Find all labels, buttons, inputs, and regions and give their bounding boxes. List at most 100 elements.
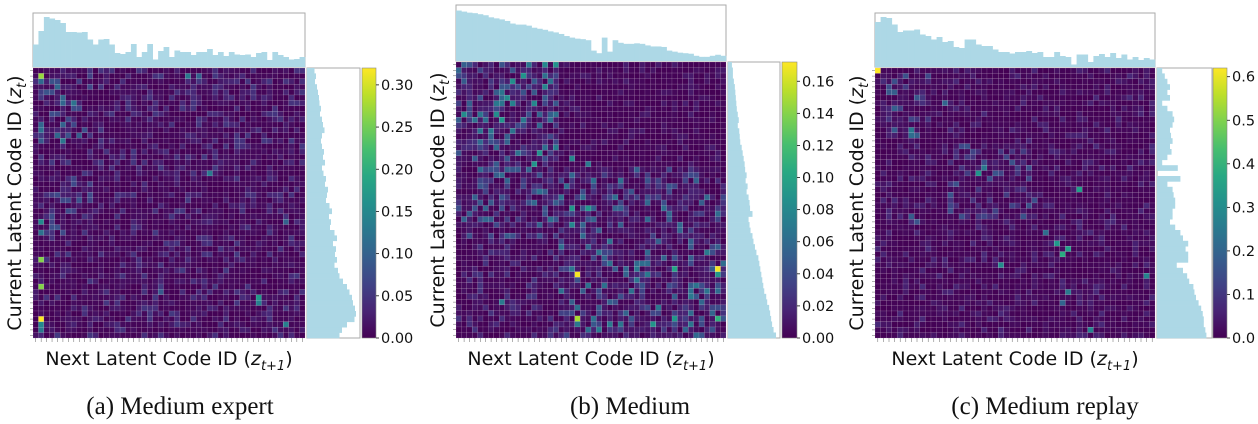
heatmap-cell xyxy=(283,229,289,236)
heatmap-cell xyxy=(54,94,61,101)
heatmap-cell xyxy=(477,254,484,261)
heatmap-cell xyxy=(293,121,300,128)
heatmap-cell xyxy=(623,210,630,217)
heatmap-cell xyxy=(114,94,121,101)
heatmap-cell xyxy=(195,191,202,198)
heatmap-cell xyxy=(239,94,246,101)
heatmap-cell xyxy=(526,161,532,168)
heatmap-cell xyxy=(43,186,50,193)
heatmap-cell xyxy=(542,83,549,90)
heatmap-cell xyxy=(76,278,83,285)
heatmap-cell xyxy=(455,83,462,90)
heatmap-cell xyxy=(698,155,705,162)
heatmap-cell xyxy=(671,221,678,228)
heatmap-cell xyxy=(580,166,586,173)
heatmap-cell xyxy=(293,105,300,112)
heatmap-cell xyxy=(168,294,175,301)
heatmap-cell xyxy=(70,154,77,161)
heatmap-cell xyxy=(531,100,538,107)
heatmap-cell xyxy=(228,273,235,279)
heatmap-cell xyxy=(54,137,61,144)
heatmap-cell xyxy=(720,277,727,284)
heatmap-cell xyxy=(688,188,694,195)
heatmap-cell xyxy=(682,144,689,151)
heatmap-cell xyxy=(223,251,230,258)
heatmap-cell xyxy=(671,78,678,85)
heatmap-cell xyxy=(628,72,635,79)
heatmap-cell xyxy=(228,202,235,209)
heatmap-cell xyxy=(661,150,667,157)
heatmap-cell xyxy=(655,183,662,190)
heatmap-cell xyxy=(217,121,224,128)
heatmap-cell xyxy=(623,100,630,107)
heatmap-cell xyxy=(43,181,50,188)
heatmap-cell xyxy=(49,218,56,225)
heatmap-cell xyxy=(228,294,235,301)
heatmap-cell xyxy=(482,282,489,289)
heatmap-cell xyxy=(536,221,543,228)
heatmap-cell xyxy=(92,175,99,182)
heatmap-cell xyxy=(136,148,143,155)
heatmap-cell xyxy=(87,78,94,85)
heatmap-cell xyxy=(76,181,83,188)
heatmap-cell xyxy=(49,229,56,236)
heatmap-cell xyxy=(244,164,251,171)
heatmap-cell xyxy=(299,197,306,204)
heatmap-cell xyxy=(244,305,251,312)
top-histogram-bar xyxy=(234,54,241,67)
heatmap-cell xyxy=(698,243,705,250)
heatmap-cell xyxy=(108,105,115,112)
heatmap-cell xyxy=(509,210,516,217)
heatmap-cell xyxy=(54,321,61,328)
heatmap-cell xyxy=(704,105,711,112)
heatmap-cell xyxy=(125,273,132,279)
heatmap-cell xyxy=(168,78,175,85)
heatmap-cell xyxy=(98,267,104,274)
heatmap-cell xyxy=(488,288,495,295)
heatmap-cell xyxy=(639,166,646,173)
heatmap-cell xyxy=(709,128,716,135)
heatmap-cell xyxy=(228,67,235,74)
heatmap-cell xyxy=(223,278,230,285)
heatmap-cell xyxy=(558,254,565,261)
heatmap-cell xyxy=(179,159,186,166)
heatmap-cell xyxy=(190,164,197,171)
heatmap-cell xyxy=(585,188,592,195)
heatmap-cell xyxy=(509,122,516,129)
heatmap-cell xyxy=(655,94,662,101)
heatmap-cell xyxy=(206,273,213,279)
heatmap-cell xyxy=(103,137,110,144)
heatmap-cell xyxy=(239,121,246,128)
heatmap-cell xyxy=(607,94,613,101)
heatmap-cell xyxy=(255,278,262,285)
heatmap-cell xyxy=(531,227,538,234)
heatmap-cell xyxy=(563,172,570,179)
heatmap-cell xyxy=(250,67,257,74)
heatmap-cell xyxy=(119,289,126,296)
right-histogram-bar xyxy=(307,186,328,193)
heatmap-cell xyxy=(574,61,581,68)
heatmap-cell xyxy=(255,127,262,134)
heatmap-cell xyxy=(709,166,716,173)
heatmap-cell xyxy=(152,127,159,134)
heatmap-cell xyxy=(239,267,246,274)
heatmap-cell xyxy=(217,110,224,117)
heatmap-cell xyxy=(628,288,635,295)
heatmap-cell xyxy=(174,67,181,74)
heatmap-cell xyxy=(644,61,651,68)
heatmap-cell xyxy=(76,202,83,209)
heatmap-cell xyxy=(108,181,115,188)
heatmap-cell xyxy=(455,161,462,168)
heatmap-cell xyxy=(152,316,159,323)
heatmap-cell xyxy=(536,166,543,173)
heatmap-cell xyxy=(612,105,619,112)
heatmap-cell xyxy=(547,288,554,295)
heatmap-cell xyxy=(293,262,300,269)
heatmap-cell xyxy=(628,133,635,140)
heatmap-cell xyxy=(244,137,251,144)
heatmap-cell xyxy=(277,191,284,198)
heatmap-cell xyxy=(558,183,565,190)
heatmap-cell xyxy=(612,254,619,261)
heatmap-cell xyxy=(201,186,208,193)
heatmap-cell xyxy=(666,304,673,311)
